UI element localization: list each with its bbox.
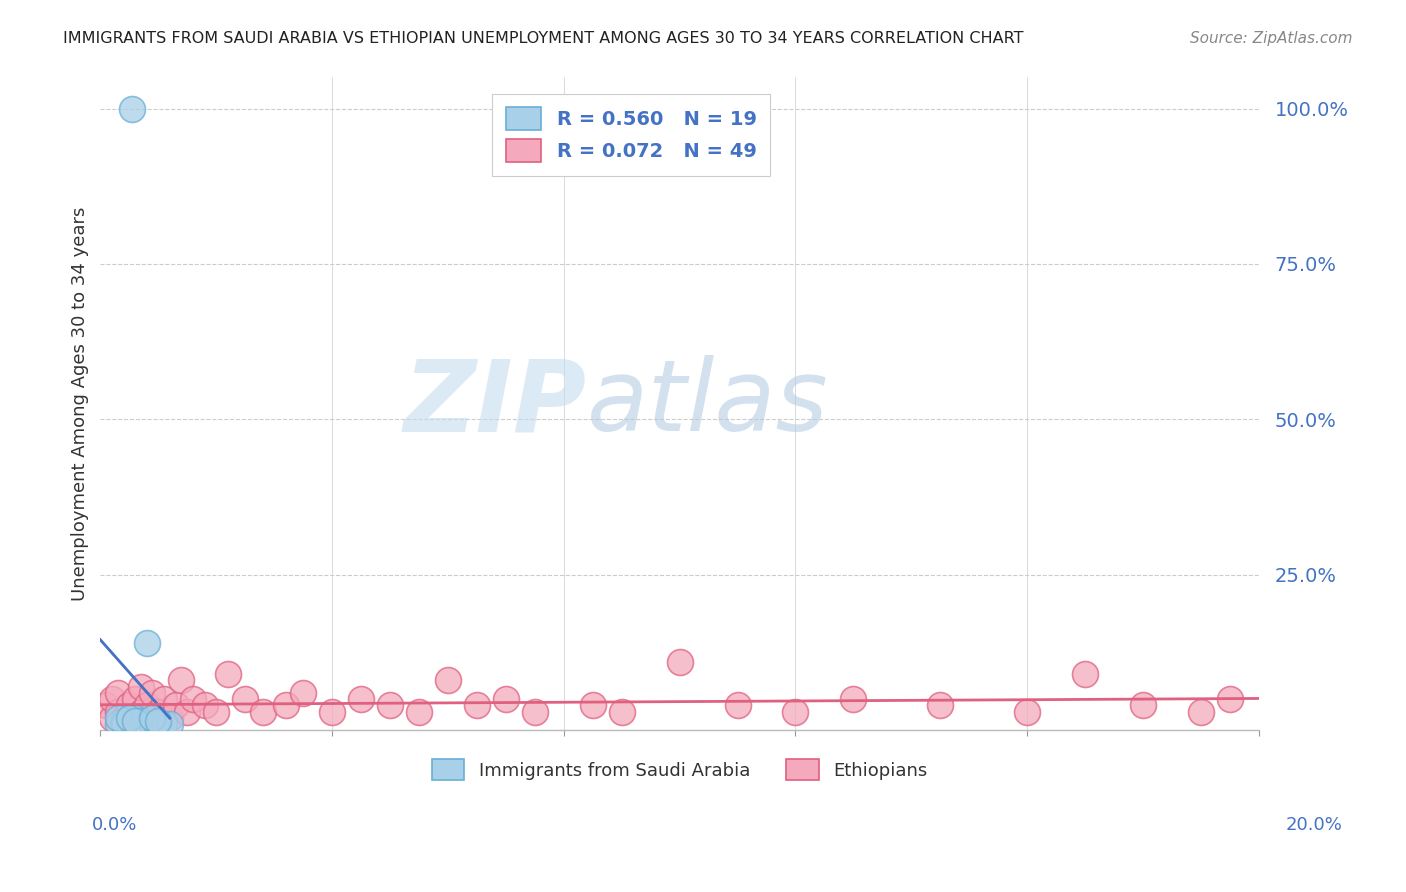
- Point: [129, 680, 152, 694]
- Point: [1017, 705, 1039, 719]
- Point: [118, 698, 141, 713]
- Point: [124, 714, 146, 728]
- Point: [495, 692, 517, 706]
- Point: [1219, 692, 1241, 706]
- Point: [408, 705, 430, 719]
- Point: [170, 673, 193, 688]
- Point: [437, 673, 460, 688]
- Point: [141, 714, 163, 728]
- Text: 0.0%: 0.0%: [91, 816, 136, 834]
- Point: [668, 655, 690, 669]
- Point: [118, 717, 141, 731]
- Point: [107, 705, 129, 719]
- Point: [929, 698, 952, 713]
- Point: [112, 711, 135, 725]
- Point: [205, 705, 228, 719]
- Point: [129, 714, 152, 728]
- Point: [321, 705, 343, 719]
- Point: [121, 102, 143, 116]
- Point: [135, 698, 157, 713]
- Point: [153, 692, 176, 706]
- Point: [141, 686, 163, 700]
- Point: [112, 714, 135, 728]
- Point: [124, 692, 146, 706]
- Point: [233, 692, 256, 706]
- Point: [118, 711, 141, 725]
- Point: [465, 698, 488, 713]
- Text: ZIP: ZIP: [404, 355, 586, 452]
- Point: [610, 705, 633, 719]
- Point: [141, 717, 163, 731]
- Point: [107, 686, 129, 700]
- Point: [1189, 705, 1212, 719]
- Point: [112, 717, 135, 731]
- Point: [350, 692, 373, 706]
- Point: [107, 717, 129, 731]
- Point: [159, 711, 181, 725]
- Legend: Immigrants from Saudi Arabia, Ethiopians: Immigrants from Saudi Arabia, Ethiopians: [419, 747, 941, 793]
- Point: [217, 667, 239, 681]
- Point: [523, 705, 546, 719]
- Point: [292, 686, 315, 700]
- Point: [101, 692, 124, 706]
- Text: IMMIGRANTS FROM SAUDI ARABIA VS ETHIOPIAN UNEMPLOYMENT AMONG AGES 30 TO 34 YEARS: IMMIGRANTS FROM SAUDI ARABIA VS ETHIOPIA…: [63, 31, 1024, 46]
- Point: [135, 636, 157, 650]
- Point: [378, 698, 401, 713]
- Point: [274, 698, 297, 713]
- Point: [148, 717, 170, 731]
- Point: [159, 717, 181, 731]
- Point: [141, 711, 163, 725]
- Point: [94, 698, 117, 713]
- Point: [148, 714, 170, 728]
- Point: [129, 717, 152, 731]
- Point: [176, 705, 198, 719]
- Point: [842, 692, 865, 706]
- Point: [107, 711, 129, 725]
- Point: [124, 714, 146, 728]
- Point: [135, 711, 157, 725]
- Point: [101, 711, 124, 725]
- Point: [124, 711, 146, 725]
- Point: [181, 692, 204, 706]
- Point: [194, 698, 217, 713]
- Point: [252, 705, 274, 719]
- Point: [1074, 667, 1097, 681]
- Point: [129, 705, 152, 719]
- Point: [135, 717, 157, 731]
- Point: [727, 698, 749, 713]
- Y-axis label: Unemployment Among Ages 30 to 34 years: Unemployment Among Ages 30 to 34 years: [72, 207, 89, 601]
- Point: [165, 698, 187, 713]
- Point: [148, 705, 170, 719]
- Point: [785, 705, 807, 719]
- Text: atlas: atlas: [586, 355, 828, 452]
- Point: [153, 717, 176, 731]
- Point: [1132, 698, 1154, 713]
- Text: Source: ZipAtlas.com: Source: ZipAtlas.com: [1189, 31, 1353, 46]
- Point: [582, 698, 605, 713]
- Text: 20.0%: 20.0%: [1286, 816, 1343, 834]
